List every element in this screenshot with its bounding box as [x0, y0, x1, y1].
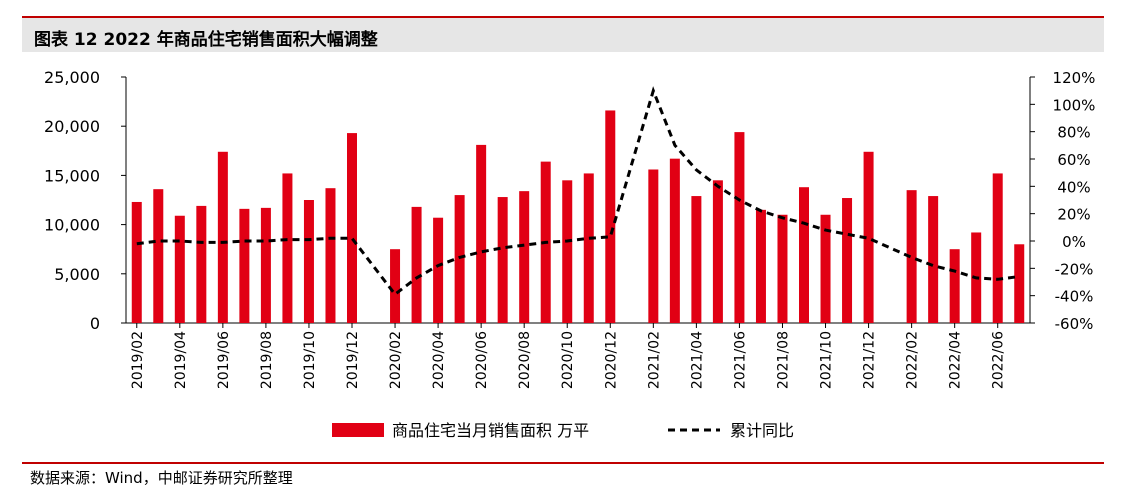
bar-mark	[669, 158, 680, 323]
y-right-tick-label: 60%	[1057, 151, 1090, 169]
x-tick-label: 2019/12	[345, 331, 361, 389]
x-tick-label: 2022/02	[905, 331, 921, 389]
x-tick-label: 2020/02	[388, 331, 404, 389]
bar-mark	[777, 214, 788, 323]
y-right-tick-label: 80%	[1057, 124, 1090, 142]
bar-mark	[347, 133, 357, 323]
bar-mark	[325, 188, 336, 323]
bar-mark	[863, 151, 874, 323]
bar-mark	[196, 205, 207, 323]
bar-mark	[583, 173, 594, 323]
x-tick-label: 2020/04	[431, 331, 447, 389]
legend-line-label: 累计同比	[730, 421, 794, 440]
y-left-tick-label: 15,000	[44, 166, 100, 185]
y-left-tick-label: 25,000	[44, 68, 100, 87]
x-tick-label: 2022/06	[991, 331, 1007, 389]
x-tick-label: 2021/10	[819, 331, 835, 389]
bar-mark	[734, 132, 745, 323]
bar-mark	[411, 206, 422, 323]
bar-mark	[153, 189, 164, 323]
x-tick-label: 2021/02	[646, 331, 662, 389]
y-left-tick-label: 0	[90, 314, 100, 333]
y-right-tick-label: 0%	[1062, 233, 1086, 251]
y-left-tick-label: 10,000	[44, 216, 100, 235]
y-right-tick-label: -20%	[1055, 260, 1094, 278]
y-right-tick-label: -40%	[1055, 288, 1094, 306]
bar-mark	[949, 249, 960, 323]
bar-series	[131, 110, 1025, 324]
bar-mark	[303, 200, 314, 323]
bar-mark	[605, 110, 616, 324]
x-tick-label: 2019/04	[173, 331, 189, 389]
y-left-tick-label: 20,000	[44, 117, 100, 136]
x-tick-label: 2021/04	[689, 331, 705, 389]
bar-mark	[712, 180, 723, 323]
x-tick-label: 2019/10	[302, 331, 318, 389]
title-top-rule	[22, 16, 1104, 18]
x-tick-label: 2021/08	[775, 331, 791, 389]
bar-mark	[239, 208, 250, 323]
bar-mark	[691, 196, 702, 323]
source-note: 数据来源：Wind，中邮证券研究所整理	[30, 469, 293, 487]
bar-mark	[648, 169, 659, 323]
x-tick-label: 2019/06	[216, 331, 232, 389]
y-right-tick-label: -60%	[1055, 315, 1094, 333]
x-tick-label: 2019/02	[130, 331, 146, 389]
x-tick-label: 2020/12	[603, 331, 619, 389]
bar-mark	[454, 195, 465, 323]
source-top-rule	[22, 462, 1104, 464]
bar-mark	[390, 249, 401, 323]
line-series	[136, 86, 1020, 297]
x-tick-label: 2021/12	[862, 331, 878, 389]
bar-mark	[433, 217, 444, 323]
bar-mark	[282, 173, 293, 323]
x-tick-label: 2020/08	[517, 331, 533, 389]
title-bar: 图表 12 2022 年商品住宅销售面积大幅调整	[22, 18, 1104, 52]
bar-mark	[799, 187, 809, 323]
y-right-tick-label: 100%	[1053, 96, 1096, 114]
y-right-tick-label: 40%	[1057, 178, 1090, 196]
bar-mark	[755, 209, 766, 323]
x-tick-label: 2020/10	[560, 331, 576, 389]
axes: 0 5,000 10,000 15,000 20,000 25,000 -60% -40% -2…	[44, 68, 1095, 389]
bar-mark	[820, 214, 831, 323]
legend-bar-swatch	[332, 423, 384, 437]
y-right-tick-label: 20%	[1057, 206, 1090, 224]
bar-mark	[906, 190, 917, 323]
bar-mark	[476, 144, 487, 323]
bar-mark	[562, 180, 573, 323]
bar-mark	[842, 198, 853, 323]
legend-bar-label: 商品住宅当月销售面积 万平	[392, 421, 589, 440]
y-right-tick-label: 120%	[1053, 69, 1096, 87]
bar-mark	[497, 197, 508, 323]
x-tick-label: 2021/06	[732, 331, 748, 389]
bar-mark	[928, 196, 939, 323]
bar-mark	[131, 201, 142, 323]
y-left-tick-label: 5,000	[54, 265, 100, 284]
bar-mark	[217, 151, 228, 323]
line-segment	[136, 86, 1020, 297]
figure-title: 图表 12 2022 年商品住宅销售面积大幅调整	[34, 30, 378, 50]
legend: 商品住宅当月销售面积 万平 累计同比	[332, 421, 794, 440]
bar-mark	[260, 207, 271, 323]
bar-mark	[1014, 244, 1025, 323]
bar-mark	[992, 173, 1003, 323]
x-tick-label: 2022/04	[948, 331, 964, 389]
x-tick-label: 2020/06	[474, 331, 490, 389]
bar-mark	[519, 191, 530, 323]
bar-mark	[174, 215, 185, 323]
x-tick-label: 2019/08	[259, 331, 275, 389]
